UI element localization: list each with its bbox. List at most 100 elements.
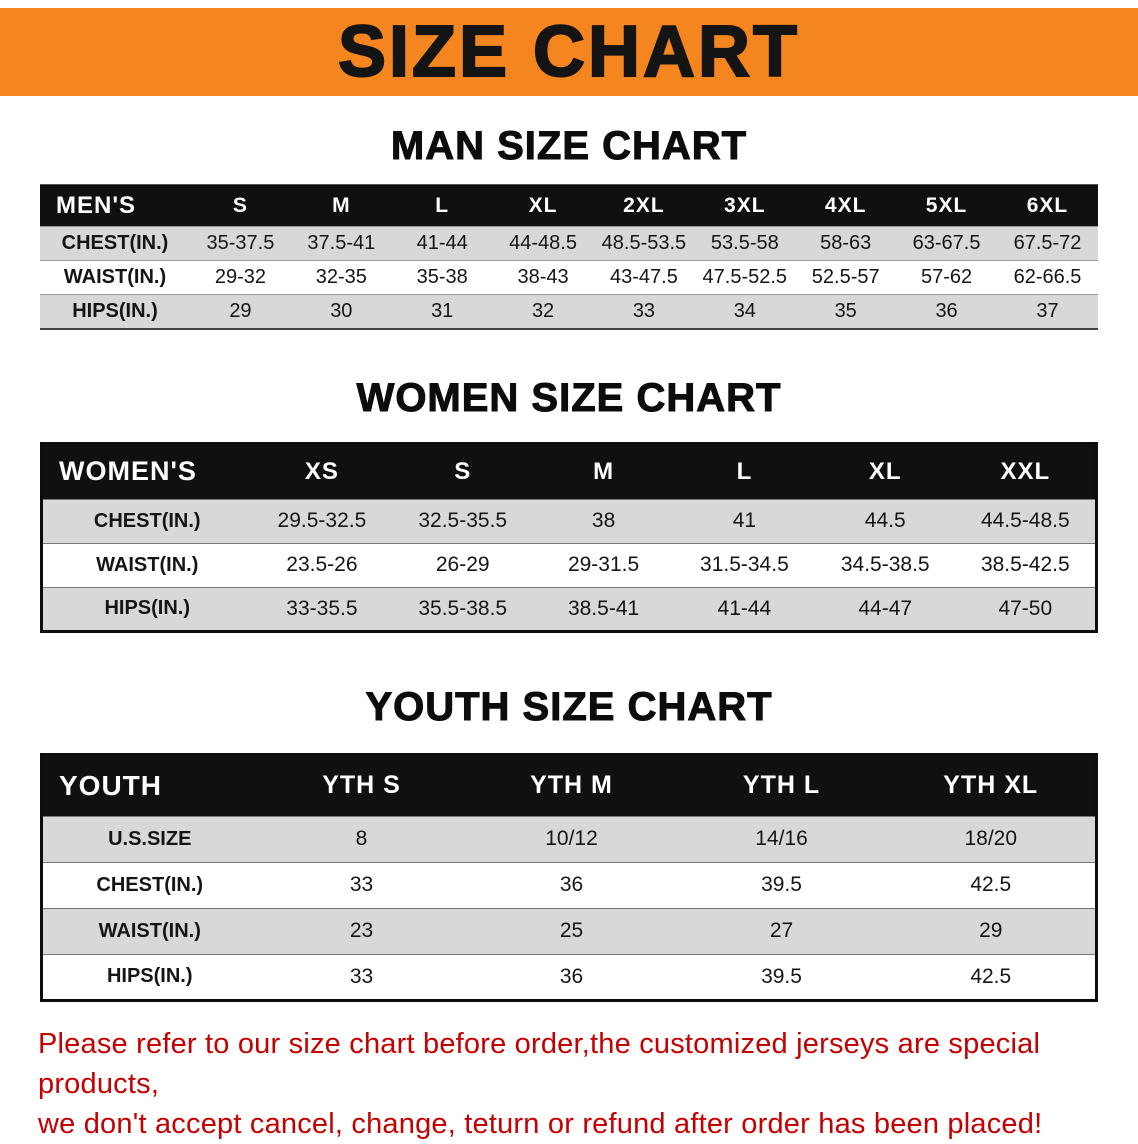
size-value-cell: 33 (256, 953, 467, 1000)
size-header-cell: 2XL (593, 184, 695, 227)
row-label-cell: CHEST(IN.) (41, 861, 257, 908)
size-value-cell: 53.5-58 (694, 226, 796, 261)
size-header-cell: XS (251, 443, 393, 499)
size-value-cell: 35.5-38.5 (392, 586, 534, 631)
row-label-cell: HIPS(IN.) (40, 294, 190, 329)
measurement-row: HIPS(IN.) 33 36 39.5 42.5 (41, 953, 1097, 1000)
size-header-cell: YTH XL (886, 754, 1097, 816)
measurement-row: CHEST(IN.) 33 36 39.5 42.5 (41, 861, 1097, 908)
measurement-row: HIPS(IN.) 29 30 31 32 33 34 35 36 37 (40, 294, 1098, 329)
size-value-cell: 41-44 (391, 226, 493, 261)
size-value-cell: 23.5-26 (251, 542, 393, 587)
row-label-cell: WAIST(IN.) (41, 907, 257, 954)
size-value-cell: 26-29 (392, 542, 534, 587)
table-title-cell: MEN'S (40, 184, 190, 227)
size-header-cell: L (391, 184, 493, 227)
size-value-cell: 31 (391, 294, 493, 329)
size-header-cell: YTH L (676, 754, 887, 816)
size-value-cell: 41 (673, 498, 815, 543)
size-header-cell: XL (814, 443, 956, 499)
size-value-cell: 42.5 (886, 861, 1097, 908)
size-value-cell: 36 (466, 861, 677, 908)
size-value-cell: 43-47.5 (593, 260, 695, 295)
measurement-row: CHEST(IN.) 35-37.5 37.5-41 41-44 44-48.5 48.5… (40, 226, 1098, 261)
youth-section-title: YOUTH SIZE CHART (365, 684, 773, 729)
row-label-cell: HIPS(IN.) (41, 953, 257, 1000)
table-header-row: WOMEN'S XS S M L XL XXL (41, 443, 1097, 499)
size-value-cell: 34.5-38.5 (814, 542, 956, 587)
size-value-cell: 14/16 (676, 815, 887, 862)
size-value-cell: 37 (997, 294, 1098, 329)
banner: SIZE CHART (0, 8, 1138, 96)
size-value-cell: 35-38 (391, 260, 493, 295)
size-value-cell: 36 (466, 953, 677, 1000)
notice-line-1: Please refer to our size chart before or… (38, 1027, 1041, 1100)
size-value-cell: 62-66.5 (997, 260, 1098, 295)
page-title: SIZE CHART (337, 12, 800, 92)
size-value-cell: 47-50 (955, 586, 1097, 631)
size-value-cell: 44-48.5 (492, 226, 594, 261)
measurement-row: WAIST(IN.) 23 25 27 29 (41, 907, 1097, 954)
size-value-cell: 18/20 (886, 815, 1097, 862)
size-value-cell: 29 (190, 294, 291, 329)
size-value-cell: 32.5-35.5 (392, 498, 534, 543)
size-header-cell: S (190, 184, 291, 227)
size-value-cell: 29-31.5 (533, 542, 674, 587)
size-header-cell: S (392, 443, 534, 499)
size-value-cell: 29.5-32.5 (251, 498, 393, 543)
table-title-cell: YOUTH (41, 754, 257, 816)
size-value-cell: 31.5-34.5 (673, 542, 815, 587)
women-size-table: WOMEN'S XS S M L XL XXL CHEST(IN.) 29.5-32.5 32.5… (40, 441, 1098, 633)
row-label-cell: U.S.SIZE (41, 815, 257, 862)
measurement-row: WAIST(IN.) 23.5-26 26-29 29-31.5 31.5-34.5 34… (41, 542, 1097, 587)
notice-line-2: we don't accept cancel, change, teturn o… (38, 1107, 1043, 1140)
size-value-cell: 10/12 (466, 815, 677, 862)
size-value-cell: 35 (795, 294, 897, 329)
size-value-cell: 35-37.5 (190, 226, 291, 261)
size-header-cell: M (290, 184, 392, 227)
size-value-cell: 29 (886, 907, 1097, 954)
size-value-cell: 63-67.5 (896, 226, 997, 261)
size-value-cell: 57-62 (896, 260, 997, 295)
table-title-cell: WOMEN'S (41, 443, 252, 499)
size-value-cell: 37.5-41 (290, 226, 392, 261)
measurement-row: CHEST(IN.) 29.5-32.5 32.5-35.5 38 41 44.5 44.5… (41, 498, 1097, 543)
size-value-cell: 67.5-72 (997, 226, 1098, 261)
size-value-cell: 33-35.5 (251, 586, 393, 631)
size-value-cell: 36 (896, 294, 997, 329)
size-header-cell: YTH S (256, 754, 467, 816)
size-value-cell: 44-47 (814, 586, 956, 631)
youth-size-chart-section: YOUTH SIZE CHART YOUTH YTH S YTH M YTH L YTH… (0, 683, 1138, 1002)
size-value-cell: 32 (492, 294, 594, 329)
size-value-cell: 41-44 (673, 586, 815, 631)
size-header-cell: 6XL (997, 184, 1098, 227)
size-header-cell: XL (492, 184, 594, 227)
size-value-cell: 32-35 (290, 260, 392, 295)
size-value-cell: 38-43 (492, 260, 594, 295)
size-header-cell: M (533, 443, 674, 499)
size-value-cell: 33 (593, 294, 695, 329)
youth-size-table: YOUTH YTH S YTH M YTH L YTH XL U.S.SIZE 8 10/12… (40, 752, 1098, 1002)
size-value-cell: 38.5-41 (533, 586, 674, 631)
size-value-cell: 44.5-48.5 (955, 498, 1097, 543)
size-value-cell: 39.5 (676, 861, 887, 908)
men-size-table: MEN'S S M L XL 2XL 3XL 4XL 5XL 6XL CHEST(IN.) 35-37… (40, 184, 1098, 330)
measurement-row: HIPS(IN.) 33-35.5 35.5-38.5 38.5-41 41-44 44-… (41, 586, 1097, 631)
size-value-cell: 34 (694, 294, 796, 329)
size-value-cell: 42.5 (886, 953, 1097, 1000)
size-value-cell: 47.5-52.5 (694, 260, 796, 295)
row-label-cell: HIPS(IN.) (41, 586, 252, 631)
size-value-cell: 52.5-57 (795, 260, 897, 295)
row-label-cell: CHEST(IN.) (41, 498, 252, 543)
men-section-title: MAN SIZE CHART (390, 124, 748, 169)
measurement-row: U.S.SIZE 8 10/12 14/16 18/20 (41, 815, 1097, 862)
size-value-cell: 30 (290, 294, 392, 329)
size-header-cell: YTH M (466, 754, 677, 816)
size-header-cell: XXL (955, 443, 1097, 499)
size-value-cell: 27 (676, 907, 887, 954)
size-value-cell: 29-32 (190, 260, 291, 295)
size-value-cell: 8 (256, 815, 467, 862)
row-label-cell: WAIST(IN.) (41, 542, 252, 587)
size-header-cell: 5XL (896, 184, 997, 227)
women-section-title: WOMEN SIZE CHART (356, 375, 782, 420)
